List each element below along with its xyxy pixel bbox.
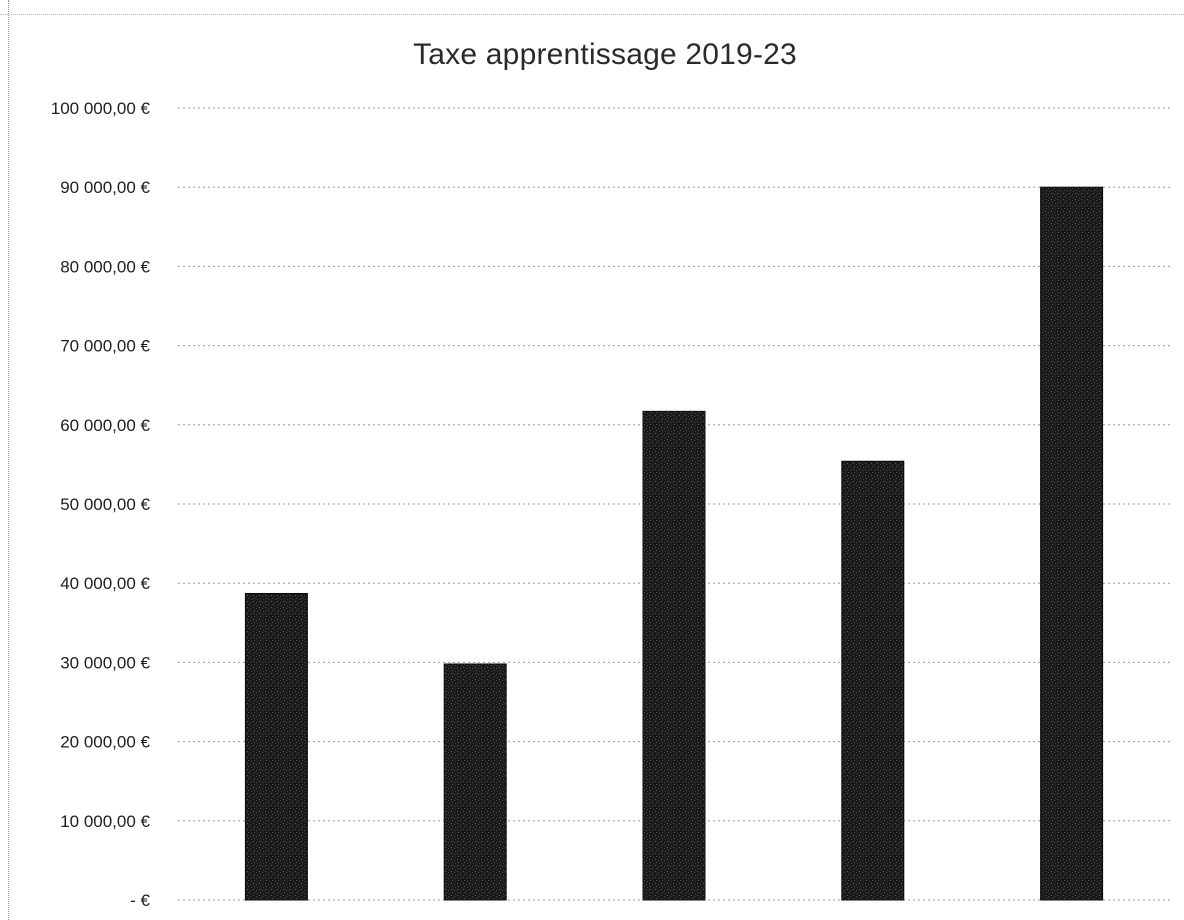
chart-title: Taxe apprentissage 2019-23 — [413, 38, 797, 71]
y-tick-label: - € — [130, 891, 150, 910]
scan-edge-top — [0, 14, 1184, 15]
bar-2 — [443, 663, 507, 901]
y-tick-label: 60 000,00 € — [60, 416, 150, 435]
y-tick-label: 10 000,00 € — [60, 812, 150, 831]
bar-1 — [244, 592, 308, 901]
y-tick-label: 70 000,00 € — [60, 337, 150, 356]
y-tick-label: 20 000,00 € — [60, 733, 150, 752]
y-axis-tick-labels: - € 10 000,00 € 20 000,00 € 30 000,00 € 40 0… — [51, 99, 151, 910]
y-tick-label: 40 000,00 € — [60, 574, 150, 593]
bar-5 — [1040, 186, 1104, 901]
y-tick-label: 90 000,00 € — [60, 178, 150, 197]
y-tick-label: 80 000,00 € — [60, 257, 150, 276]
bars — [244, 186, 1104, 901]
bar-4 — [841, 460, 905, 901]
y-tick-label: 50 000,00 € — [60, 495, 150, 514]
y-tick-label: 100 000,00 € — [51, 99, 151, 118]
scan-edge-left — [8, 0, 9, 920]
bar-3 — [642, 410, 706, 901]
y-tick-label: 30 000,00 € — [60, 653, 150, 672]
